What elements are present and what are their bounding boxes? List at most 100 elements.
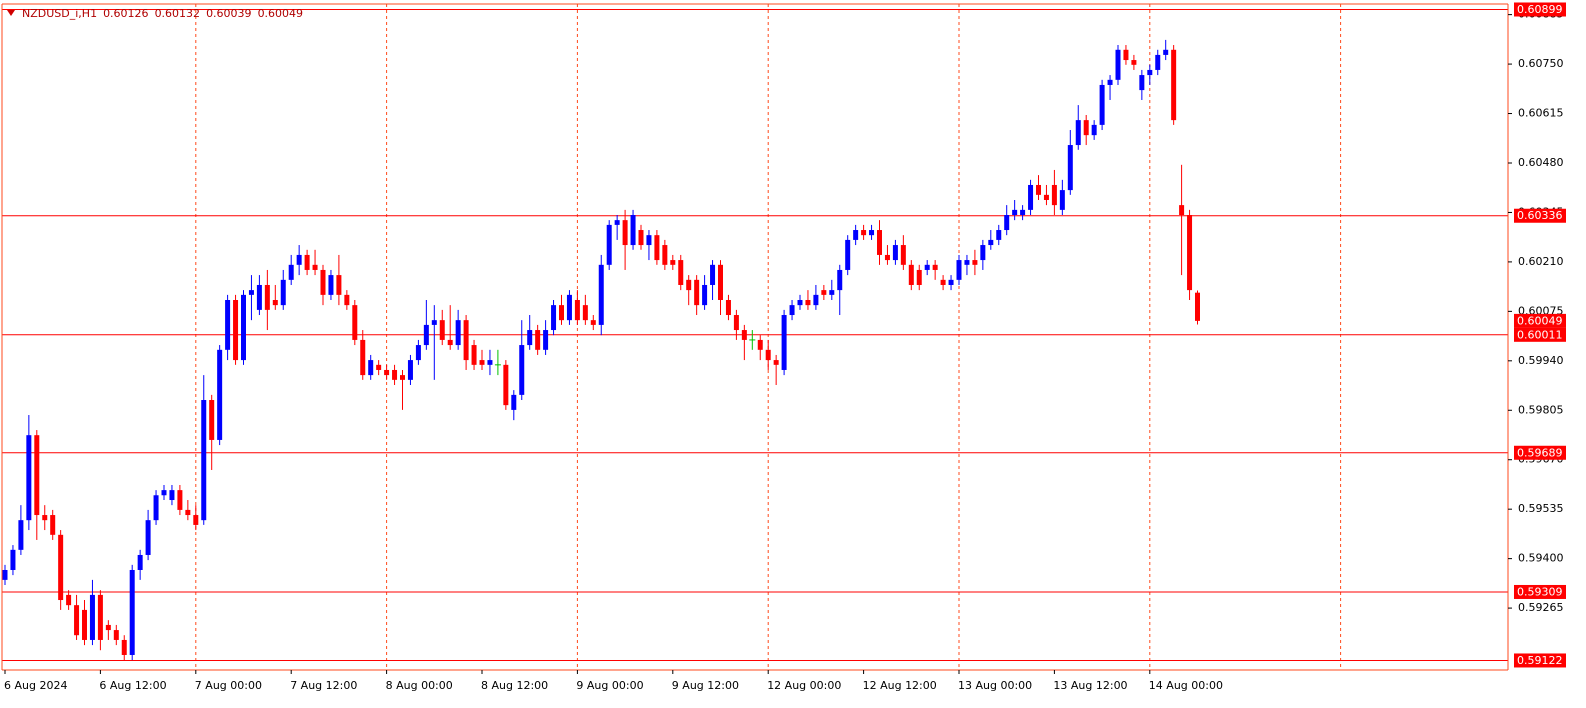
- candle-body: [614, 220, 620, 225]
- level-box: [1514, 584, 1566, 599]
- candle-body: [932, 264, 938, 270]
- y-tick-label: 0.60750: [1518, 57, 1564, 70]
- ohlc-value: 0.60126: [103, 7, 149, 20]
- x-tick-label: 7 Aug 12:00: [290, 679, 357, 692]
- y-tick-label: 0.59265: [1518, 601, 1564, 614]
- candle-body: [169, 490, 175, 501]
- candle-body: [535, 330, 541, 350]
- candle-body: [551, 305, 557, 331]
- candle-body: [1075, 120, 1081, 146]
- candle-body: [248, 290, 254, 295]
- candle-body: [336, 275, 342, 295]
- candle-body: [1091, 124, 1097, 136]
- candle-body: [884, 254, 890, 261]
- candle-body: [741, 330, 747, 340]
- candle-body: [431, 320, 437, 325]
- candle-body: [861, 230, 867, 236]
- candle-body: [376, 364, 382, 370]
- candle-body: [757, 339, 763, 350]
- candle-body: [582, 305, 588, 321]
- candle-body: [638, 230, 644, 246]
- candle-body: [773, 360, 779, 365]
- candle-body: [392, 369, 398, 380]
- candle-body: [654, 235, 660, 261]
- candle-body: [82, 609, 87, 640]
- x-tick-label: 6 Aug 12:00: [99, 679, 166, 692]
- candle-body: [972, 260, 978, 265]
- candle-body: [320, 269, 326, 295]
- x-tick-label: 9 Aug 12:00: [672, 679, 739, 692]
- candle-body: [137, 554, 143, 570]
- candle-body: [694, 279, 700, 306]
- level-label: 0.60336: [1517, 209, 1563, 222]
- y-tick-label: 0.60480: [1518, 156, 1564, 169]
- candle-body: [209, 400, 215, 440]
- candle-body: [423, 324, 429, 346]
- candle-body: [590, 320, 596, 325]
- candle-body: [368, 360, 374, 376]
- candle-body: [1115, 49, 1121, 80]
- candle-body: [710, 264, 716, 285]
- candle-body: [1036, 184, 1041, 195]
- candle-body: [622, 220, 628, 246]
- level-label: 0.60011: [1517, 328, 1563, 341]
- candle-body: [797, 300, 803, 306]
- candle-body: [829, 290, 835, 295]
- candle-body: [129, 569, 135, 655]
- candle-body: [471, 345, 477, 365]
- candle-body: [121, 639, 127, 655]
- candle-body: [272, 300, 278, 306]
- candle-body: [463, 320, 469, 361]
- level-box: [1514, 208, 1566, 223]
- candle-body: [344, 294, 350, 306]
- candle-body: [988, 239, 994, 246]
- candle-body: [1139, 75, 1145, 91]
- candle-body: [606, 224, 612, 265]
- candle-body: [487, 360, 493, 365]
- candle-body: [264, 284, 270, 310]
- level-label: 0.60899: [1517, 3, 1563, 16]
- candle-body: [66, 594, 72, 606]
- candle-body: [821, 290, 827, 295]
- candle-body: [439, 320, 445, 340]
- y-tick-label: 0.59535: [1518, 502, 1564, 515]
- candle-body: [1083, 120, 1089, 136]
- candle-body: [765, 349, 771, 361]
- candle-body: [1187, 215, 1193, 291]
- candle-body: [161, 490, 167, 496]
- levels: [2, 8, 1508, 661]
- ohlc-value: 0.60039: [206, 7, 252, 20]
- candle-body: [10, 549, 16, 570]
- y-tick-label: 0.60210: [1518, 255, 1564, 268]
- candle-body: [26, 435, 32, 521]
- x-tick-label: 9 Aug 00:00: [576, 679, 643, 692]
- candle-body: [805, 300, 811, 306]
- candle-body: [733, 315, 739, 331]
- candle-body: [1020, 209, 1026, 216]
- candle-body: [813, 294, 819, 306]
- candle-body: [853, 230, 859, 240]
- current-price-box: [1514, 313, 1566, 328]
- level-label: 0.59309: [1517, 585, 1563, 598]
- candle-body: [455, 320, 461, 346]
- candle-body: [2, 569, 8, 580]
- menu-triangle[interactable]: [7, 10, 15, 16]
- candle-body: [58, 534, 64, 601]
- ohlc-value: 0.60132: [155, 7, 201, 20]
- candle-body: [1067, 145, 1073, 191]
- candle-body: [304, 254, 310, 270]
- candle-body: [996, 230, 1002, 240]
- grid: [195, 4, 1342, 670]
- level-label: 0.59689: [1517, 446, 1563, 459]
- candle-body: [877, 230, 882, 255]
- candle-body: [1131, 60, 1137, 65]
- header: NZDUSD_i,H1 0.60126 0.60132 0.60039 0.60049: [7, 7, 303, 20]
- candle-body: [256, 284, 262, 310]
- candle-body: [1179, 205, 1185, 216]
- candle-body: [980, 245, 986, 261]
- candle-body: [225, 300, 231, 350]
- candle-body: [97, 594, 103, 640]
- x-tick-label: 14 Aug 00:00: [1149, 679, 1223, 692]
- candle-body: [384, 369, 390, 376]
- candle-body: [74, 605, 80, 636]
